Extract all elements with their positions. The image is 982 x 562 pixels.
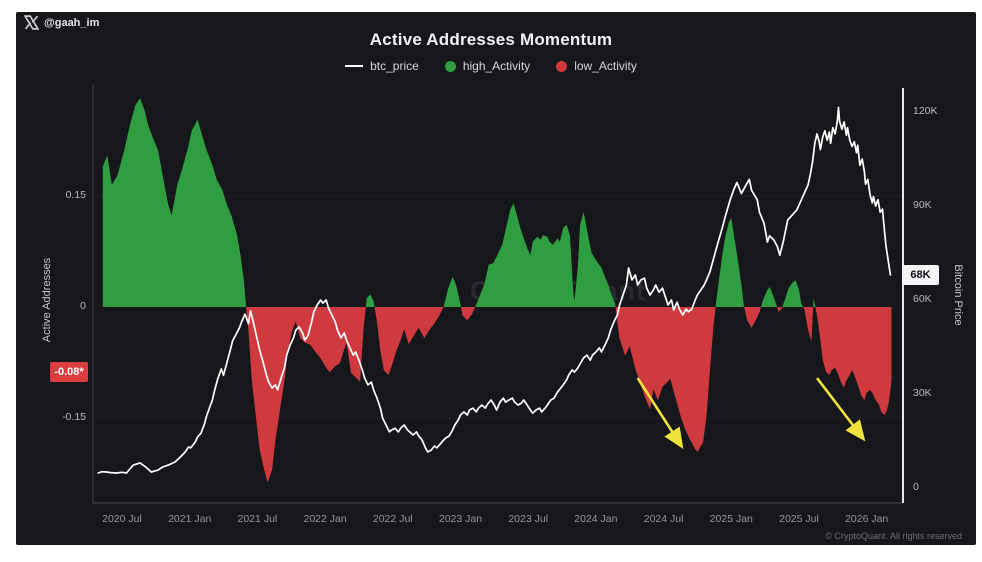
left-axis-tick-0.15: 0.15	[65, 189, 86, 201]
x-axis-tick-2026-Jan: 2026 Jan	[845, 513, 889, 525]
momentum-value-badge: -0.08*	[50, 362, 88, 382]
x-axis-tick-2025-Jan: 2025 Jan	[709, 513, 753, 525]
legend-label: high_Activity	[462, 59, 531, 73]
x-axis-tick-2024-Jan: 2024 Jan	[574, 513, 618, 525]
x-logo-icon	[24, 15, 39, 30]
x-axis-tick-2025-Jul: 2025 Jul	[779, 513, 819, 525]
dot-swatch-icon	[444, 60, 456, 72]
x-axis-tick-2023-Jul: 2023 Jul	[508, 513, 549, 525]
low-activity-area	[102, 307, 892, 483]
right-axis-tick-90K: 90K	[913, 199, 932, 211]
x-axis-tick-2021-Jan: 2021 Jan	[168, 513, 212, 525]
price-value-badge: 68K	[902, 265, 939, 285]
legend: btc_price high_Activity low_Activity	[0, 59, 982, 73]
x-axis-tick-2024-Jul: 2024 Jul	[643, 513, 684, 525]
line-swatch-icon	[345, 65, 364, 67]
right-axis-tick-30K: 30K	[913, 387, 932, 399]
legend-item-btc_price[interactable]: btc_price	[345, 59, 419, 73]
high-activity-area	[102, 98, 892, 307]
left-axis-title: Active Addresses	[41, 257, 53, 343]
legend-item-low_Activity[interactable]: low_Activity	[556, 59, 637, 73]
x-axis-tick-2020-Jul: 2020 Jul	[102, 513, 142, 525]
right-axis-tick-120K: 120K	[913, 105, 938, 117]
legend-label: btc_price	[370, 59, 419, 73]
right-axis-tick-0: 0	[913, 481, 919, 493]
dot-swatch-icon	[556, 60, 568, 72]
copyright-note: © CryptoQuant. All rights reserved	[825, 531, 962, 541]
chart-title: Active Addresses Momentum	[369, 30, 613, 49]
account-handle[interactable]: @gaah_im	[24, 15, 99, 30]
x-axis-tick-2022-Jul: 2022 Jul	[372, 513, 413, 525]
left-axis-tick--0.15: -0.15	[62, 411, 86, 423]
x-axis-tick-2021-Jul: 2021 Jul	[237, 513, 278, 525]
legend-item-high_Activity[interactable]: high_Activity	[444, 59, 531, 73]
annotation-arrow-2	[815, 377, 866, 442]
right-axis-title: Bitcoin Price	[952, 264, 964, 326]
annotation-arrow-1	[636, 377, 684, 450]
x-axis-tick-2022-Jan: 2022 Jan	[303, 513, 347, 525]
handle-text: @gaah_im	[44, 16, 100, 29]
left-axis-tick-0: 0	[80, 300, 86, 312]
legend-label: low_Activity	[574, 59, 637, 73]
btc-price-line	[97, 106, 892, 474]
x-axis-tick-2023-Jan: 2023 Jan	[438, 513, 483, 525]
right-axis-tick-60K: 60K	[913, 293, 932, 305]
